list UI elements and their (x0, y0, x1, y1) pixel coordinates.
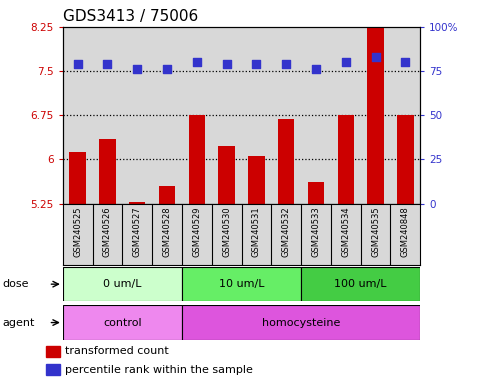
Text: GSM240529: GSM240529 (192, 207, 201, 257)
Bar (99, 139, 115, 204)
Point (312, 66, 320, 72)
Bar (301, 27, 331, 204)
Text: GSM240528: GSM240528 (163, 207, 171, 257)
Bar (271, 27, 301, 204)
Point (133, 66, 141, 72)
Text: GSM240526: GSM240526 (103, 207, 112, 257)
Point (163, 66, 171, 72)
Bar (63, 267, 182, 301)
Bar (70, 152, 86, 204)
Text: percentile rank within the sample: percentile rank within the sample (65, 365, 253, 375)
Bar (248, 156, 265, 204)
Text: GSM240533: GSM240533 (312, 207, 320, 257)
Bar (182, 305, 420, 340)
Text: GDS3413 / 75006: GDS3413 / 75006 (63, 9, 198, 24)
Bar (189, 115, 205, 204)
Bar (46, 364, 59, 375)
Text: GSM240527: GSM240527 (133, 207, 142, 257)
Point (253, 61, 260, 67)
Bar (242, 27, 271, 204)
Bar (63, 305, 182, 340)
Text: GSM240530: GSM240530 (222, 207, 231, 257)
Bar (93, 27, 122, 204)
Text: GSM240531: GSM240531 (252, 207, 261, 257)
Bar (63, 27, 93, 204)
Bar (331, 27, 361, 204)
Bar (122, 27, 152, 204)
Text: GSM240848: GSM240848 (401, 207, 410, 257)
Bar (218, 146, 235, 204)
Text: homocysteine: homocysteine (262, 318, 340, 328)
Point (372, 54, 380, 60)
Bar (159, 186, 175, 204)
Bar (212, 27, 242, 204)
Point (401, 59, 409, 65)
Text: 10 um/L: 10 um/L (219, 279, 264, 289)
Bar (278, 119, 294, 204)
Text: GSM240534: GSM240534 (341, 207, 350, 257)
Bar (152, 27, 182, 204)
Text: GSM240525: GSM240525 (73, 207, 82, 257)
Bar (397, 115, 413, 204)
Text: control: control (103, 318, 142, 328)
Text: GSM240535: GSM240535 (371, 207, 380, 257)
Point (104, 61, 112, 67)
Bar (301, 267, 420, 301)
Text: GSM240532: GSM240532 (282, 207, 291, 257)
Bar (338, 115, 354, 204)
Bar (368, 23, 384, 204)
Text: transformed count: transformed count (65, 346, 169, 356)
Point (342, 59, 350, 65)
Bar (390, 27, 420, 204)
Bar (182, 267, 301, 301)
Bar (46, 346, 59, 357)
Text: dose: dose (2, 279, 29, 289)
Bar (308, 182, 324, 204)
Bar (361, 27, 390, 204)
Point (282, 61, 290, 67)
Point (223, 61, 230, 67)
Bar (129, 202, 145, 204)
Text: 0 um/L: 0 um/L (103, 279, 142, 289)
Point (193, 59, 201, 65)
Text: 100 um/L: 100 um/L (334, 279, 387, 289)
Bar (182, 27, 212, 204)
Text: agent: agent (2, 318, 35, 328)
Point (74, 61, 82, 67)
